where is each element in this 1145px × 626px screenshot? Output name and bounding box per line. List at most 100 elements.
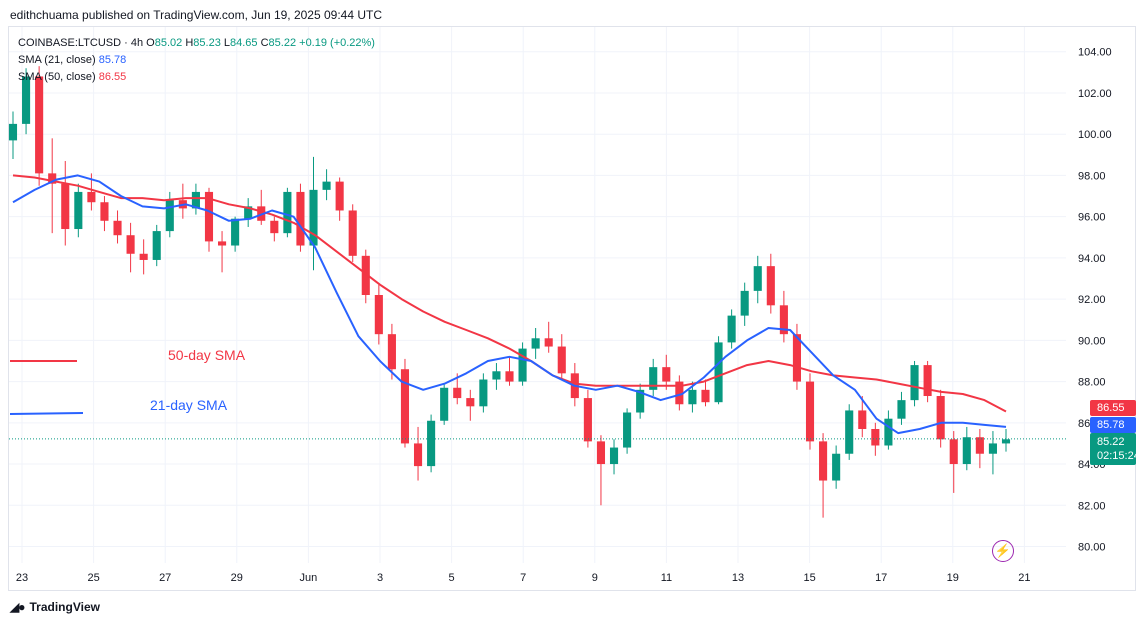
- candle-body: [740, 290, 749, 316]
- candle-body: [218, 241, 227, 246]
- candle-body: [400, 369, 410, 444]
- y-tick-label: 90.00: [1078, 335, 1106, 347]
- close-value: 85.22: [268, 37, 297, 49]
- y-tick-label: 102.00: [1078, 88, 1112, 100]
- y-tick-label: 80.00: [1078, 542, 1106, 554]
- candle-body: [819, 441, 828, 481]
- change-value: +0.19 (+0.22%): [299, 37, 375, 49]
- candle-body: [936, 396, 945, 440]
- candle-body: [649, 367, 658, 390]
- publisher-line: edithchuama published on TradingView.com…: [10, 8, 383, 22]
- x-tick-label: 25: [87, 572, 99, 584]
- candle-body: [165, 200, 174, 232]
- sma21-line: [12, 174, 1007, 435]
- candle-body: [479, 379, 488, 407]
- x-tick-label: Jun: [300, 572, 318, 584]
- sma50-price-badge: 86.55: [1090, 400, 1136, 416]
- candle-body: [231, 218, 240, 246]
- candle-body: [975, 437, 984, 454]
- x-tick-label: 5: [449, 572, 455, 584]
- candle-body: [753, 266, 762, 291]
- candle-body: [348, 210, 357, 256]
- y-tick-label: 94.00: [1078, 253, 1106, 265]
- candle-body: [35, 76, 44, 174]
- candle-body: [988, 443, 997, 454]
- chart-frame: [8, 26, 1136, 591]
- candle-body: [910, 365, 919, 401]
- candle-body: [126, 235, 135, 254]
- sma21-legend-row[interactable]: SMA (21, close) 85.78: [18, 52, 375, 69]
- candle-body: [923, 365, 932, 397]
- sma21-annotation-line: [9, 412, 84, 415]
- candle-body: [244, 206, 253, 219]
- x-tick-label: 19: [947, 572, 959, 584]
- low-value: 84.65: [230, 37, 258, 49]
- candle-body: [387, 334, 396, 370]
- sma50-line: [12, 174, 1007, 413]
- y-tick-label: 100.00: [1078, 129, 1112, 141]
- candle-body: [609, 447, 619, 465]
- candle-body: [544, 338, 553, 347]
- candle-body: [688, 389, 697, 405]
- x-tick-label: 15: [803, 572, 815, 584]
- y-tick-label: 98.00: [1078, 170, 1106, 182]
- candle-body: [714, 342, 723, 403]
- x-tick-label: 21: [1018, 572, 1030, 584]
- candle-body: [152, 231, 161, 260]
- y-tick-label: 104.00: [1078, 47, 1112, 59]
- open-value: 85.02: [154, 37, 183, 49]
- candle-body: [596, 441, 606, 465]
- x-tick-label: 9: [592, 572, 598, 584]
- candle-body: [531, 338, 540, 349]
- y-tick-label: 96.00: [1078, 212, 1106, 224]
- candle-body: [962, 437, 971, 465]
- brand-label: TradingView: [29, 600, 100, 614]
- candle-body: [113, 220, 122, 236]
- y-tick-label: 88.00: [1078, 377, 1106, 389]
- sma21-legend-label: SMA (21, close): [18, 54, 96, 66]
- candle-body: [884, 418, 893, 446]
- lightning-icon[interactable]: ⚡: [992, 540, 1014, 562]
- x-tick-label: 29: [231, 572, 243, 584]
- x-tick-label: 3: [377, 572, 383, 584]
- candle-body: [87, 191, 96, 203]
- x-tick-label: 11: [661, 572, 672, 584]
- candle-body: [858, 410, 867, 429]
- candle-body: [204, 191, 214, 242]
- symbol-label[interactable]: COINBASE:LTCUSD · 4h: [18, 37, 144, 49]
- candle-body: [283, 191, 292, 234]
- last-price-badge: 85.22 02:15:24: [1090, 433, 1140, 465]
- bar-countdown: 02:15:24: [1097, 450, 1140, 462]
- candle-body: [832, 453, 841, 481]
- candle-body: [1001, 439, 1011, 444]
- candle-body: [191, 191, 200, 209]
- x-tick-label: 13: [732, 572, 744, 584]
- candle-body: [897, 400, 906, 419]
- last-price-value: 85.22: [1097, 436, 1125, 448]
- sma50-legend-label: SMA (50, close): [18, 71, 96, 83]
- candle-body: [139, 253, 148, 260]
- tradingview-brand[interactable]: ◢● TradingView: [10, 600, 100, 614]
- candle-body: [583, 398, 592, 442]
- candle-body: [22, 76, 31, 124]
- chart-legend: COINBASE:LTCUSD · 4h O85.02 H85.23 L84.6…: [18, 35, 375, 86]
- candle-body: [270, 220, 279, 234]
- sma50-legend-row[interactable]: SMA (50, close) 86.55: [18, 69, 375, 86]
- candle-body: [335, 181, 344, 211]
- candle-body: [322, 181, 331, 190]
- sma21-legend-value: 85.78: [98, 54, 127, 66]
- candle-body: [675, 381, 684, 405]
- candle-body: [792, 334, 801, 382]
- candle-body: [845, 410, 854, 454]
- candle-body: [466, 398, 475, 407]
- candle-body: [61, 183, 70, 230]
- y-tick-label: 92.00: [1078, 294, 1106, 306]
- candle-body: [871, 429, 880, 446]
- candle-body: [427, 420, 436, 467]
- candle-body: [505, 371, 514, 382]
- candle-body: [623, 412, 632, 448]
- candle-body: [492, 371, 501, 380]
- candle-body: [48, 173, 57, 184]
- sma21-price-badge: 85.78: [1090, 417, 1136, 433]
